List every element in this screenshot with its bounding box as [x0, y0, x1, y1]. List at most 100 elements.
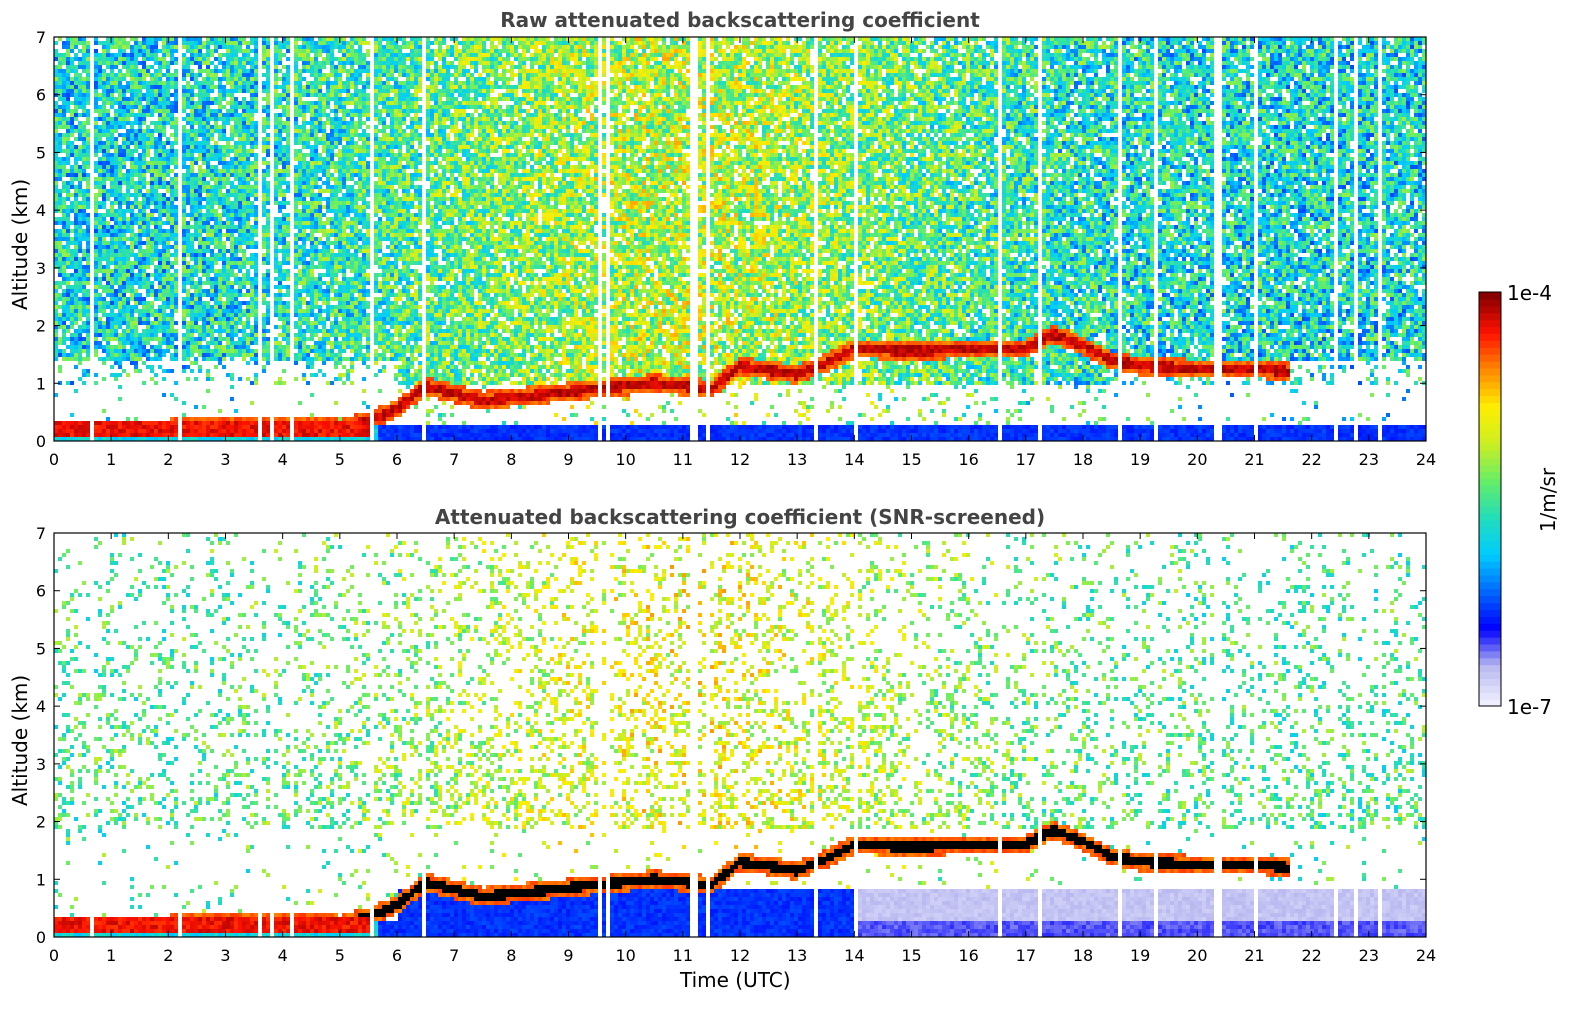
colorbar-segment	[1479, 685, 1501, 693]
x-tick-label: 11	[673, 946, 693, 965]
colorbar-segment	[1479, 326, 1501, 334]
x-tick-label: 6	[392, 946, 402, 965]
colorbar-segment	[1479, 374, 1501, 383]
plot-frame-1	[53, 532, 1427, 938]
x-tick-label: 19	[1130, 946, 1150, 965]
y-tick-label: 6	[36, 582, 46, 601]
y-tick-label: 4	[36, 201, 46, 220]
y-tick-label: 0	[36, 432, 46, 451]
colorbar-segment	[1479, 568, 1501, 576]
colorbar-segment	[1479, 699, 1501, 707]
colorbar-segment	[1479, 312, 1501, 321]
x-tick-label: 22	[1301, 946, 1321, 965]
x-tick-label: 5	[335, 450, 345, 469]
colorbar-segment	[1479, 292, 1501, 300]
x-tick-label: 7	[449, 450, 459, 469]
colorbar-max-label: 1e-4	[1507, 281, 1552, 305]
x-tick-label: 18	[1073, 946, 1093, 965]
x-tick-label: 6	[392, 450, 402, 469]
colorbar-segment	[1479, 361, 1501, 369]
x-tick-label: 3	[220, 946, 230, 965]
colorbar-segment	[1479, 671, 1501, 679]
y-tick-label: 7	[36, 28, 46, 47]
colorbar-segment	[1479, 367, 1501, 376]
y-tick-label: 4	[36, 697, 46, 716]
colorbar-segment	[1479, 588, 1501, 597]
colorbar-segment	[1479, 692, 1501, 700]
colorbar-segment	[1479, 436, 1501, 445]
colorbar-segment	[1479, 471, 1501, 479]
colorbar-segment	[1479, 643, 1501, 652]
x-tick-label: 13	[787, 946, 807, 965]
colorbar-segment	[1479, 340, 1501, 348]
x-axis-label: Time (UTC)	[680, 968, 791, 992]
colorbar-segment	[1479, 602, 1501, 610]
colorbar-segment	[1479, 519, 1501, 528]
colorbar-segment	[1479, 409, 1501, 417]
colorbar-segment	[1479, 678, 1501, 686]
colorbar-segment	[1479, 512, 1501, 521]
colorbar-segment	[1479, 581, 1501, 590]
x-tick-label: 7	[449, 946, 459, 965]
y-tick-label: 3	[36, 755, 46, 774]
x-tick-label: 3	[220, 450, 230, 469]
x-tick-label: 23	[1359, 946, 1379, 965]
colorbar-segment	[1479, 402, 1501, 410]
x-tick-label: 14	[844, 450, 864, 469]
x-tick-label: 10	[615, 450, 635, 469]
colorbar-segment	[1479, 616, 1501, 624]
colorbar-segment	[1479, 478, 1501, 486]
y-tick-label: 1	[36, 870, 46, 889]
x-tick-label: 0	[49, 946, 59, 965]
colorbar-segment	[1479, 664, 1501, 673]
x-tick-label: 17	[1016, 946, 1036, 965]
colorbar-segment	[1479, 630, 1501, 638]
colorbar-segment	[1479, 443, 1501, 452]
x-tick-label: 16	[958, 946, 978, 965]
x-tick-label: 4	[278, 450, 288, 469]
x-tick-label: 13	[787, 450, 807, 469]
x-tick-label: 5	[335, 946, 345, 965]
x-tick-label: 9	[563, 450, 573, 469]
colorbar-segment	[1479, 609, 1501, 617]
colorbar-segment	[1479, 547, 1501, 555]
snr-screened-backscatter-heatmap	[54, 533, 1426, 937]
x-tick-label: 1	[106, 450, 116, 469]
colorbar-segment	[1479, 416, 1501, 424]
colorbar-segment	[1479, 430, 1501, 438]
x-tick-label: 20	[1187, 450, 1207, 469]
y-tick-label: 5	[36, 639, 46, 658]
colorbar-segment	[1479, 388, 1501, 397]
x-tick-label: 4	[278, 946, 288, 965]
x-tick-label: 8	[506, 450, 516, 469]
colorbar-segment	[1479, 457, 1501, 466]
x-tick-label: 15	[901, 946, 921, 965]
x-tick-label: 1	[106, 946, 116, 965]
colorbar-segment	[1479, 298, 1501, 307]
bottom-chart-title: Attenuated backscattering coefficient (S…	[434, 505, 1046, 529]
colorbar-segment	[1479, 505, 1501, 514]
y-tick-label: 0	[36, 928, 46, 947]
colorbar-segment	[1479, 657, 1501, 666]
x-tick-label: 24	[1416, 946, 1436, 965]
x-tick-label: 2	[163, 450, 173, 469]
colorbar-segment	[1479, 319, 1501, 328]
colorbar-segment	[1479, 395, 1501, 403]
colorbar-min-label: 1e-7	[1507, 695, 1552, 719]
x-tick-label: 19	[1130, 450, 1150, 469]
x-tick-label: 12	[730, 946, 750, 965]
colorbar-segment	[1479, 637, 1501, 645]
y-tick-label: 3	[36, 259, 46, 278]
x-tick-label: 20	[1187, 946, 1207, 965]
x-tick-label: 16	[958, 450, 978, 469]
x-tick-label: 17	[1016, 450, 1036, 469]
x-tick-label: 21	[1244, 450, 1264, 469]
colorbar-segment	[1479, 561, 1501, 569]
x-tick-label: 9	[563, 946, 573, 965]
y-tick-label: 5	[36, 143, 46, 162]
x-tick-label: 12	[730, 450, 750, 469]
colorbar-frame	[1478, 291, 1502, 707]
top-chart-title: Raw attenuated backscattering coefficien…	[500, 8, 980, 32]
colorbar-segment	[1479, 623, 1501, 631]
